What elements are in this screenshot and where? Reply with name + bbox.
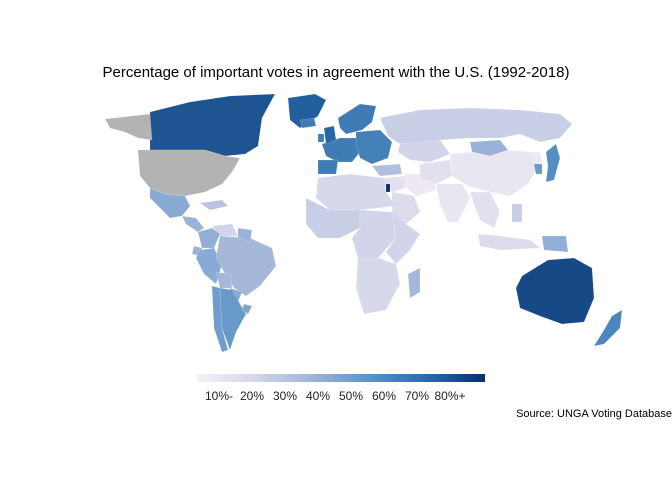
region-united-kingdom <box>323 125 337 145</box>
region-bolivia <box>215 271 233 289</box>
region-colombia <box>197 227 221 249</box>
region-north-africa <box>315 173 397 211</box>
region-united-states <box>137 149 241 197</box>
region-kazakhstan <box>397 139 451 163</box>
legend-tick-label: 70% <box>404 389 430 403</box>
region-central-asia <box>419 159 453 185</box>
region-central-america <box>181 215 205 233</box>
region-north-korea <box>529 151 543 165</box>
region-russia <box>379 107 573 145</box>
region-south-korea <box>533 163 543 175</box>
source-note: Source: UNGA Voting Database <box>516 408 672 420</box>
region-madagascar <box>407 267 421 299</box>
region-alaska <box>104 113 153 141</box>
region-ireland <box>317 133 325 143</box>
region-papua-new-guinea <box>541 235 569 253</box>
legend-tick-label: 60% <box>371 389 397 403</box>
region-indonesia <box>477 233 541 251</box>
legend-tick-label: 40% <box>305 389 331 403</box>
legend-tick-label: 50% <box>338 389 364 403</box>
legend-tick-label: 20% <box>239 389 265 403</box>
region-guianas <box>237 227 253 243</box>
legend-tick-label: 10%- <box>204 389 234 403</box>
region-australia <box>515 257 595 325</box>
world-map <box>104 93 623 353</box>
region-western-europe <box>321 137 361 163</box>
region-scandinavia <box>337 103 377 135</box>
region-saudi-arabia <box>391 191 421 225</box>
region-southeast-asia <box>469 191 501 229</box>
region-china <box>449 149 541 197</box>
legend-color-bar <box>197 374 485 382</box>
region-turkey <box>371 163 403 177</box>
legend-tick-label: 80%+ <box>434 389 466 403</box>
region-argentina <box>219 287 247 351</box>
region-iceland <box>299 117 317 129</box>
region-eastern-europe <box>355 129 393 165</box>
region-philippines <box>511 203 523 223</box>
region-iberia <box>317 159 339 175</box>
region-caribbean <box>199 199 229 211</box>
region-west-africa <box>305 197 361 239</box>
region-uruguay <box>241 303 253 315</box>
chart-title: Percentage of important votes in agreeme… <box>102 64 570 81</box>
region-israel <box>385 183 391 193</box>
region-southern-africa <box>355 257 401 315</box>
region-japan <box>545 143 561 183</box>
region-new-zealand <box>593 309 623 347</box>
region-india <box>435 183 471 223</box>
region-canada <box>149 93 276 157</box>
region-east-africa <box>385 211 421 265</box>
legend-tick-label: 30% <box>272 389 298 403</box>
region-peru <box>195 247 223 285</box>
legend-tick-labels: 10%- 20% 30% 40% 50% 60% 70% 80%+ <box>197 389 497 405</box>
region-greenland <box>287 93 327 129</box>
